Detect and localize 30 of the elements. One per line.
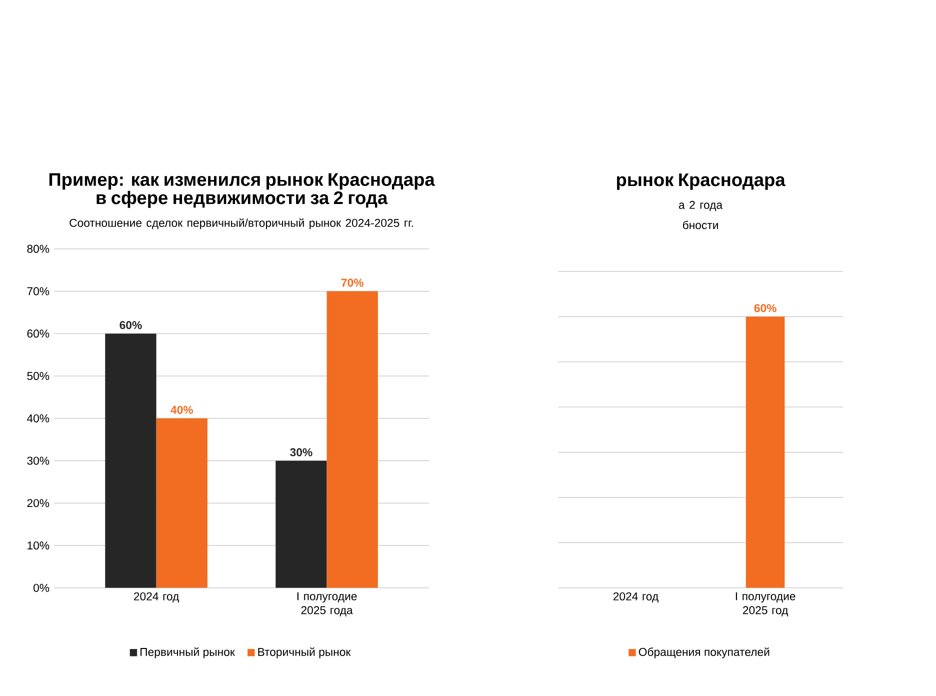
text: бности [683,220,718,230]
y-tick-label: 10% [28,542,50,550]
x-tick-label: 2024 год [613,592,658,603]
y-tick-label: 0% [34,584,50,592]
y-tick-label: 80% [27,244,50,253]
data-label: 30% [290,448,312,456]
data-label: 60% [754,304,776,312]
legend-label: Обращения покупателей [638,648,770,658]
y-tick-label: 70% [27,287,50,296]
chart-subtitle: Соотношение сделок первичный/вторичный рынок 2024-2025 гг. [70,218,413,230]
bar [276,460,327,588]
y-tick-label: 20% [27,499,50,508]
chart-subtitle: а 2 года [678,200,723,212]
chart-title: Пример: как изменился рынок Краснодара в сфере недвижимости за 2 года [49,173,435,208]
x-tick-label: I полугодие 2025 год [736,592,796,616]
bar [326,291,378,588]
bar [105,334,156,588]
y-tick-label: 50% [27,372,50,380]
y-tick-label: 40% [27,414,50,422]
y-tick-label: 30% [27,456,50,465]
y-tick-label: 60% [27,330,50,338]
chart-title: рынок Краснодара [616,174,786,190]
bar [156,418,208,588]
data-label: 60% [120,321,142,330]
data-label: 70% [341,278,364,287]
x-tick-label: I полугодие 2025 года [297,592,357,616]
data-label: 40% [170,406,193,414]
x-tick-label: 2024 год [134,592,179,603]
legend-label: Вторичный рынок [258,648,351,658]
legend-label: Первичный рынок [140,648,235,658]
